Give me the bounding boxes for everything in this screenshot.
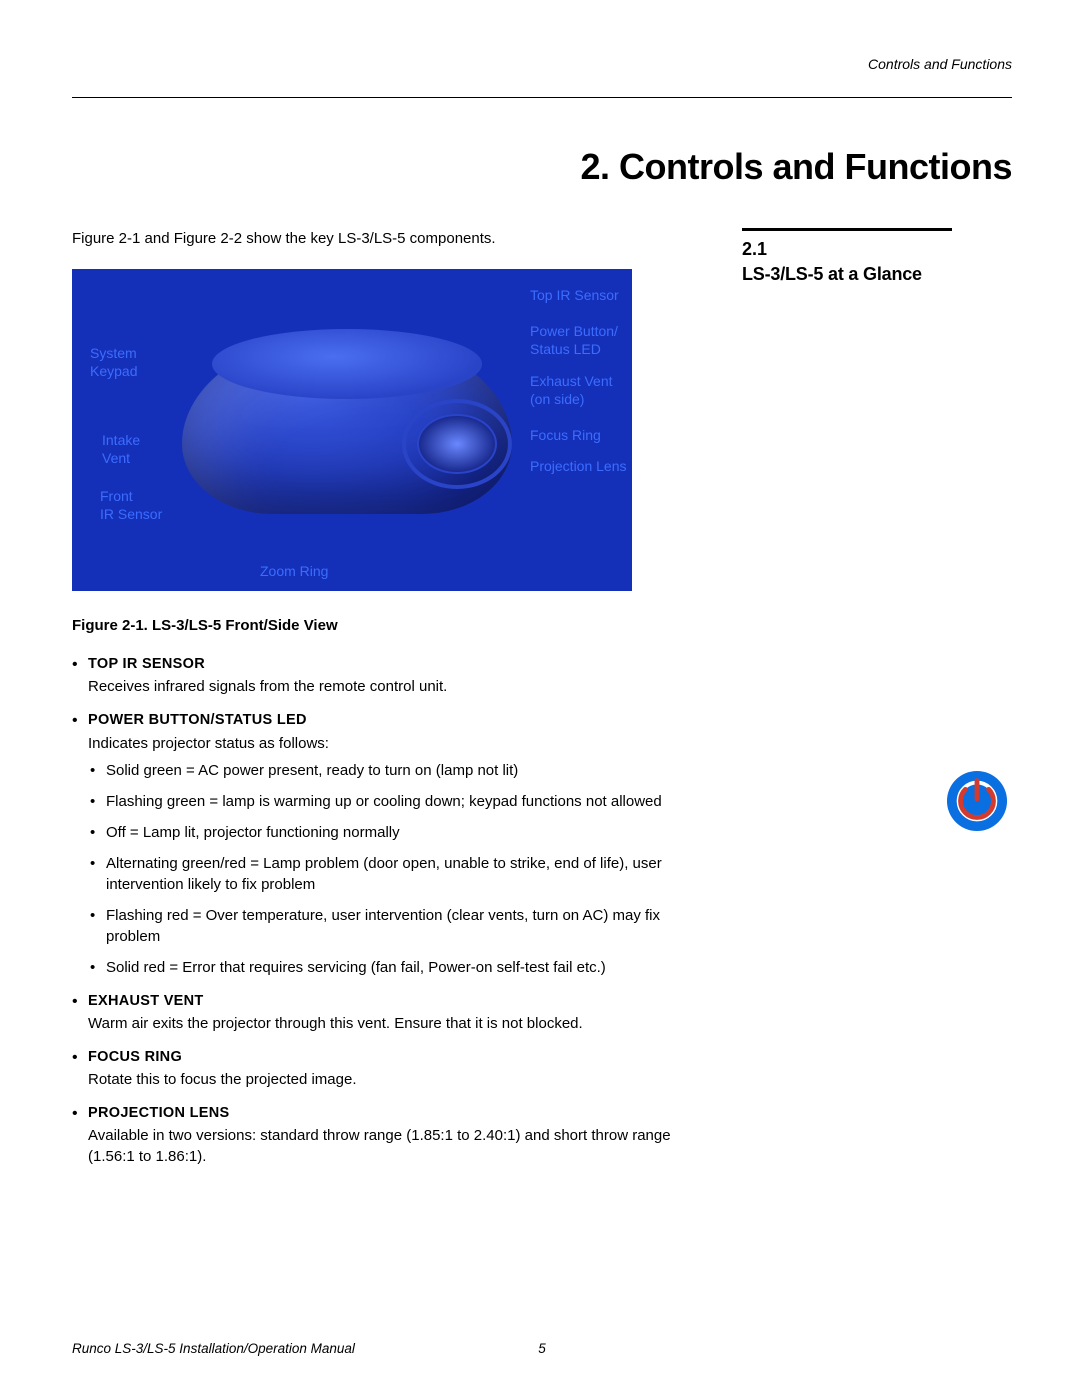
figure-caption: Figure 2-1. LS-3/LS-5 Front/Side View	[72, 615, 714, 636]
feature-item: EXHAUST VENT Warm air exits the projecto…	[72, 991, 714, 1034]
label-intake-vent: Intake Vent	[102, 431, 140, 467]
label-power-led: Power Button/ Status LED	[530, 322, 618, 358]
list-item: Flashing green = lamp is warming up or c…	[90, 791, 714, 812]
chapter-title: 2. Controls and Functions	[72, 142, 1012, 192]
list-item: Flashing red = Over temperature, user in…	[90, 905, 714, 947]
projector-top-shape	[212, 329, 482, 399]
feature-desc: Rotate this to focus the projected image…	[88, 1069, 714, 1090]
power-button-icon	[946, 770, 1008, 832]
feature-desc: Indicates projector status as follows:	[88, 733, 714, 754]
label-front-ir: Front IR Sensor	[100, 487, 162, 523]
status-sub-list: Solid green = AC power present, ready to…	[88, 760, 714, 978]
section-title: LS-3/LS-5 at a Glance	[742, 262, 1012, 287]
list-item: Off = Lamp lit, projector functioning no…	[90, 822, 714, 843]
label-zoom-ring: Zoom Ring	[260, 562, 328, 580]
header-rule	[72, 97, 1012, 98]
feature-desc: Receives infrared signals from the remot…	[88, 676, 714, 697]
list-item: Solid red = Error that requires servicin…	[90, 957, 714, 978]
footer-text: Runco LS-3/LS-5 Installation/Operation M…	[72, 1341, 355, 1356]
feature-item: TOP IR SENSOR Receives infrared signals …	[72, 654, 714, 697]
feature-item: POWER BUTTON/STATUS LED Indicates projec…	[72, 710, 714, 977]
page-footer: Runco LS-3/LS-5 Installation/Operation M…	[72, 1340, 1012, 1359]
label-exhaust: Exhaust Vent (on side)	[530, 372, 613, 408]
feature-name: FOCUS RING	[88, 1047, 714, 1067]
feature-name: POWER BUTTON/STATUS LED	[88, 710, 714, 730]
list-item: Alternating green/red = Lamp problem (do…	[90, 853, 714, 895]
side-column: 2.1 LS-3/LS-5 at a Glance	[742, 228, 1012, 287]
main-column: Figure 2-1 and Figure 2-2 show the key L…	[72, 228, 714, 1180]
projector-diagram: System Keypad Intake Vent Front IR Senso…	[72, 269, 632, 591]
feature-name: TOP IR SENSOR	[88, 654, 714, 674]
section-rule	[742, 228, 952, 231]
section-number: 2.1	[742, 237, 1012, 262]
label-top-ir: Top IR Sensor	[530, 286, 619, 304]
projector-lens-shape	[417, 414, 497, 474]
feature-item: FOCUS RING Rotate this to focus the proj…	[72, 1047, 714, 1090]
feature-item: PROJECTION LENS Available in two version…	[72, 1103, 714, 1167]
feature-desc: Warm air exits the projector through thi…	[88, 1013, 714, 1034]
feature-name: EXHAUST VENT	[88, 991, 714, 1011]
footer-page-number: 5	[538, 1340, 546, 1359]
feature-list: TOP IR SENSOR Receives infrared signals …	[72, 654, 714, 1167]
label-proj-lens: Projection Lens	[530, 457, 627, 475]
list-item: Solid green = AC power present, ready to…	[90, 760, 714, 781]
label-focus-ring: Focus Ring	[530, 426, 601, 444]
feature-name: PROJECTION LENS	[88, 1103, 714, 1123]
intro-text: Figure 2-1 and Figure 2-2 show the key L…	[72, 228, 714, 249]
feature-desc: Available in two versions: standard thro…	[88, 1125, 714, 1167]
running-header: Controls and Functions	[72, 55, 1012, 75]
label-system-keypad: System Keypad	[90, 344, 137, 380]
